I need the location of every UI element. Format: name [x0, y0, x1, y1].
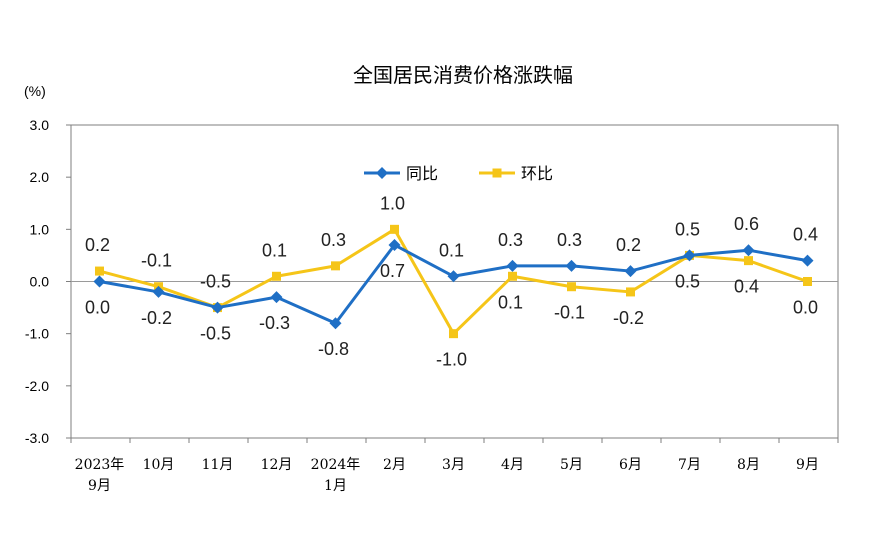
data-point-mom [508, 271, 517, 281]
data-point-yoy [683, 249, 696, 262]
x-tick-label: 9月 [88, 478, 111, 494]
data-label-mom: 0.5 [675, 271, 700, 291]
data-point-mom [744, 256, 753, 266]
x-tick-label: 11月 [202, 457, 234, 473]
data-label-yoy: 0.1 [439, 240, 464, 260]
x-tick-label: 4月 [501, 457, 524, 473]
data-point-yoy [506, 259, 519, 272]
x-tick-label: 1月 [324, 478, 347, 494]
data-point-mom [626, 287, 635, 297]
data-label-mom: 0.3 [321, 230, 346, 250]
y-axis-ticks: 3.0 2.0 1.0 0.0 -1.0 -2.0 -3.0 [25, 117, 71, 446]
data-point-mom [390, 224, 399, 234]
data-point-yoy [270, 291, 283, 304]
y-axis-unit: (%) [24, 83, 46, 99]
data-label-mom: -0.5 [200, 272, 231, 292]
x-tick-label: 8月 [737, 457, 760, 473]
legend-square-marker [492, 168, 502, 178]
y-tick-label: 2.0 [30, 169, 50, 185]
data-label-yoy: 0.2 [616, 235, 641, 255]
x-tick-label: 10月 [143, 457, 175, 473]
data-label-yoy: 0.7 [380, 261, 405, 281]
y-tick-label: 3.0 [30, 117, 50, 133]
x-tick-label: 9月 [796, 457, 819, 473]
data-point-mom [803, 277, 812, 286]
data-label-mom: 0.1 [262, 240, 287, 260]
data-point-mom [95, 266, 104, 276]
legend: 同比 环比 [364, 164, 553, 183]
data-label-mom: -1.0 [436, 350, 467, 370]
x-tick-label: 2023年 [75, 457, 125, 473]
data-label-mom: -0.2 [613, 308, 644, 328]
data-point-yoy [211, 301, 224, 314]
legend-label: 环比 [521, 164, 553, 183]
data-label-mom: 0.2 [85, 235, 110, 255]
x-tick-label: 2024年 [311, 457, 361, 473]
x-tick-label: 2月 [383, 457, 406, 473]
data-label-mom: -0.1 [141, 251, 172, 271]
data-point-yoy [152, 285, 165, 298]
chart-title: 全国居民消费价格涨跌幅 [353, 63, 573, 87]
x-tick-label: 7月 [678, 457, 701, 473]
data-label-yoy: 0.3 [557, 230, 582, 250]
data-point-yoy [801, 254, 814, 267]
legend-diamond-marker [376, 167, 388, 179]
data-label-mom: 0.4 [734, 277, 759, 297]
data-label-yoy: -0.8 [318, 339, 349, 359]
data-point-yoy [329, 317, 342, 330]
y-tick-label: -2.0 [25, 378, 49, 394]
data-point-yoy [742, 244, 755, 257]
data-point-mom [449, 329, 458, 339]
data-label-yoy: 0.3 [498, 230, 523, 250]
data-point-yoy [565, 259, 578, 272]
data-label-mom: 1.0 [380, 193, 405, 213]
series-layer [93, 224, 814, 339]
data-label-yoy: 0.6 [734, 214, 759, 234]
x-tick-label: 6月 [619, 457, 642, 473]
legend-label: 同比 [406, 164, 438, 183]
x-axis-ticks: 2023年 9月 10月 11月 12月 2024年 1月 2月 3月 4月 5月 6月 7月 8月 9月 [70, 438, 839, 494]
data-label-mom: -0.1 [554, 303, 585, 323]
data-label-yoy: 0.4 [793, 225, 818, 245]
data-point-yoy [93, 275, 106, 288]
data-label-mom: 0.1 [498, 292, 523, 312]
data-labels: 0.0 -0.2 -0.5 -0.3 -0.8 0.7 0.1 0.3 0.3 0.2 0.5 0.6… [85, 193, 818, 369]
data-label-yoy: -0.5 [200, 324, 231, 344]
data-point-yoy [624, 265, 637, 278]
x-tick-label: 3月 [442, 457, 465, 473]
data-point-yoy [447, 270, 460, 283]
data-point-yoy [388, 238, 401, 251]
data-label-yoy: -0.2 [141, 308, 172, 328]
x-tick-label: 12月 [261, 457, 293, 473]
data-label-yoy: -0.3 [259, 313, 290, 333]
data-label-yoy: 0.5 [675, 219, 700, 239]
y-tick-label: 1.0 [30, 221, 50, 237]
data-point-mom [272, 271, 281, 281]
x-tick-label: 5月 [560, 457, 583, 473]
y-tick-label: 0.0 [30, 274, 50, 290]
data-point-mom [331, 261, 340, 271]
y-tick-label: -1.0 [25, 326, 49, 342]
y-tick-label: -3.0 [25, 430, 49, 446]
data-label-yoy: 0.0 [85, 298, 110, 318]
data-point-mom [567, 282, 576, 292]
data-label-mom: 0.0 [793, 298, 818, 318]
